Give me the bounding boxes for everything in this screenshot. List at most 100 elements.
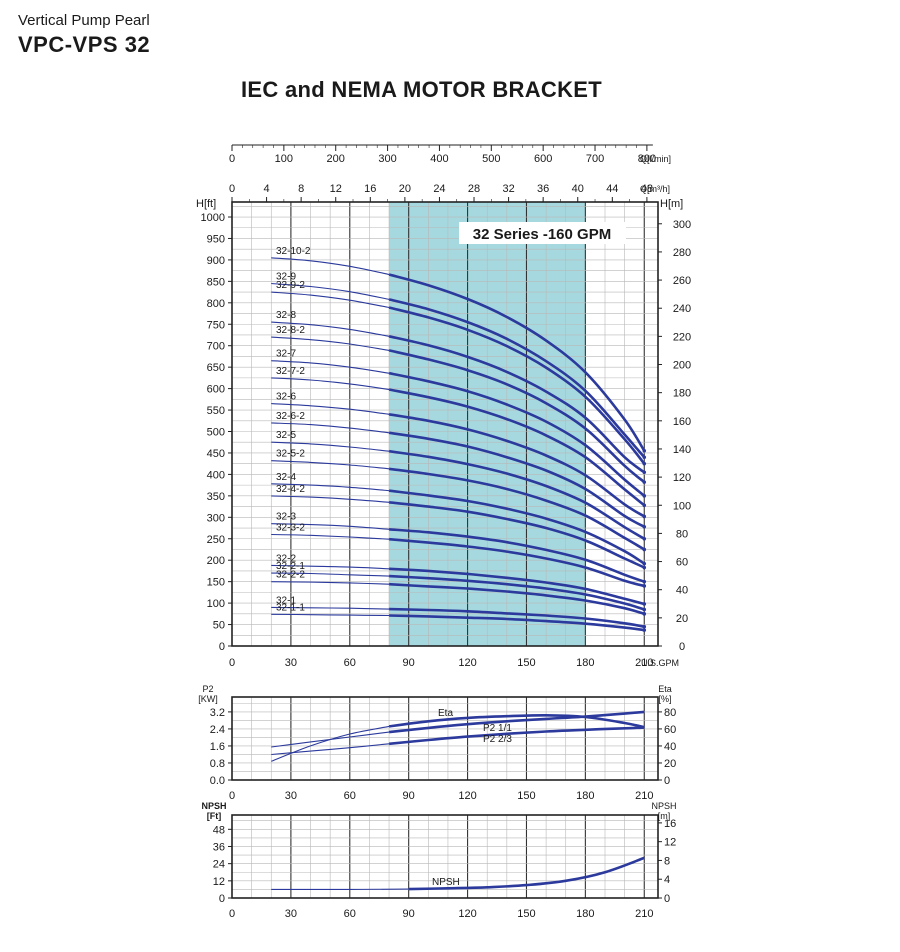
curve-label-32-3-2: 32-3-2 — [276, 522, 305, 533]
power-y-axis-label: P2 — [202, 684, 213, 694]
head-curve-32-10-2 — [388, 273, 646, 452]
head-curve-32-2-1 — [389, 574, 645, 611]
head-curve-32-8-2-thin — [271, 336, 390, 351]
x-tick-label-m3h: 28 — [468, 183, 480, 195]
y-tick-label-m: 140 — [673, 444, 691, 456]
y-tick-label-ft: 800 — [207, 298, 225, 310]
x-tick-label-gpm: 120 — [458, 657, 476, 669]
npsh-y-axis-label-ft: [Ft] — [207, 811, 222, 821]
y-tick-label-m: 220 — [673, 331, 691, 343]
y-tick-label-m: 0 — [679, 641, 685, 653]
x-tick-label-lmin: 0 — [229, 153, 235, 165]
p2-two-thirds-curve-label: P2 2/3 — [483, 734, 512, 745]
y-tick-label-m: 160 — [673, 416, 691, 428]
eta-curve-label: Eta — [438, 708, 453, 719]
p2-full-curve-label: P2 1/1 — [483, 723, 512, 734]
power-x-tick-label: 120 — [458, 790, 476, 802]
head-curve-32-6-2-thin — [271, 422, 390, 434]
curve-label-32-9: 32-9 — [276, 272, 296, 283]
npsh-y-tick-label-m: 16 — [664, 818, 676, 830]
npsh-y-tick-label-m: 0 — [664, 893, 670, 905]
x-tick-label-m3h: 44 — [606, 183, 618, 195]
y-tick-label-m: 60 — [676, 557, 688, 569]
y-tick-label-ft: 250 — [207, 534, 225, 546]
power-x-tick-label: 210 — [635, 790, 653, 802]
head-curve-32-3 — [389, 528, 645, 583]
y-tick-label-m: 120 — [673, 472, 691, 484]
head-curve-32-7-thin — [271, 360, 390, 374]
x-tick-label-gpm: 0 — [229, 657, 235, 669]
y-tick-label-ft: 100 — [207, 598, 225, 610]
curve-label-32-1: 32-1 — [276, 595, 296, 606]
head-curve-32-5-thin — [271, 441, 390, 452]
x-tick-label-m3h: 12 — [330, 183, 342, 195]
eta-y-tick-label: 80 — [664, 707, 676, 719]
head-curve-end-32-5-2 — [642, 547, 647, 552]
chart-title: IEC and NEMA MOTOR BRACKET — [240, 77, 603, 102]
npsh-y-tick-label-ft: 48 — [213, 824, 225, 836]
curve-label-32-5: 32-5 — [276, 430, 296, 441]
y-tick-label-ft: 650 — [207, 362, 225, 374]
head-curve-end-32-10-2 — [642, 449, 647, 453]
eta-y-tick-label: 60 — [664, 724, 676, 736]
power-y-tick-label: 3.2 — [210, 707, 225, 719]
npsh-x-tick-label: 0 — [229, 908, 235, 920]
head-curve-32-8-2 — [388, 349, 646, 484]
npsh-y-tick-label-ft: 24 — [213, 859, 225, 871]
head-curve-32-8-thin — [271, 321, 390, 337]
x-tick-label-lmin: 200 — [327, 153, 345, 165]
npsh-x-tick-label: 150 — [517, 908, 535, 920]
npsh-y-tick-label-ft: 36 — [213, 841, 225, 853]
power-x-tick-label: 150 — [517, 790, 535, 802]
y-tick-label-m: 260 — [673, 275, 691, 287]
npsh-x-tick-label: 60 — [344, 908, 356, 920]
head-curve-32-2-thin — [271, 564, 390, 570]
npsh-y-tick-label-m: 4 — [664, 874, 670, 886]
head-curve-32-1-1 — [389, 614, 645, 632]
y-tick-label-ft: 900 — [207, 255, 225, 267]
x-tick-label-lmin: 700 — [586, 153, 604, 165]
head-curve-end-32-2 — [642, 602, 647, 606]
head-curve-32-5-2 — [388, 467, 645, 551]
y-tick-label-m: 20 — [676, 613, 688, 625]
head-curve-end-32-8 — [642, 470, 647, 475]
curve-label-32-7: 32-7 — [276, 349, 296, 360]
power-x-tick-label: 180 — [576, 790, 594, 802]
y-tick-label-ft: 700 — [207, 341, 225, 353]
npsh-y-tick-label-m: 12 — [664, 837, 676, 849]
npsh-x-tick-label: 210 — [635, 908, 653, 920]
npsh-curve-label: NPSH — [432, 877, 460, 888]
npsh-x-tick-label: 120 — [458, 908, 476, 920]
y-axis-label-m: H[m] — [660, 198, 683, 210]
x-tick-label-m3h: 4 — [264, 183, 270, 195]
head-curve-end-32-9 — [642, 455, 647, 460]
y-tick-label-ft: 200 — [207, 555, 225, 567]
head-curve-32-4-2 — [388, 501, 645, 569]
x-tick-label-gpm: 60 — [344, 657, 356, 669]
power-curve-P2 1/1 — [388, 710, 645, 734]
x-tick-label-m3h: 8 — [298, 183, 304, 195]
head-curve-32-1 — [389, 607, 645, 628]
y-tick-label-ft: 400 — [207, 469, 225, 481]
power-curve-P2 2/3-thin — [271, 743, 390, 756]
x-tick-label-lmin: 400 — [430, 153, 448, 165]
npsh-y-axis-label-ft: NPSH — [201, 801, 226, 811]
x-tick-label-gpm: 90 — [403, 657, 415, 669]
power-y-tick-label: 0.0 — [210, 775, 225, 787]
eta-y-axis-label: Eta — [658, 684, 672, 694]
head-plot-frame — [231, 201, 659, 647]
head-curve-end-32-6-2 — [642, 524, 647, 529]
curve-label-32-10-2: 32-10-2 — [276, 246, 311, 257]
head-curve-32-2-2 — [389, 582, 645, 616]
power-curve-P2 2/3 — [388, 726, 645, 746]
head-curve-32-9-thin — [271, 282, 390, 300]
x-axis-label-lmin: Q[l/min] — [640, 154, 671, 164]
npsh-y-tick-label-m: 8 — [664, 855, 670, 867]
power-x-tick-label: 90 — [403, 790, 415, 802]
curve-label-32-6: 32-6 — [276, 392, 296, 403]
curve-label-32-2-2: 32-2-2 — [276, 570, 305, 581]
head-curve-end-32-5 — [642, 536, 647, 541]
y-tick-label-ft: 750 — [207, 319, 225, 331]
npsh-y-tick-label-ft: 12 — [213, 876, 225, 888]
y-tick-label-ft: 350 — [207, 491, 225, 503]
